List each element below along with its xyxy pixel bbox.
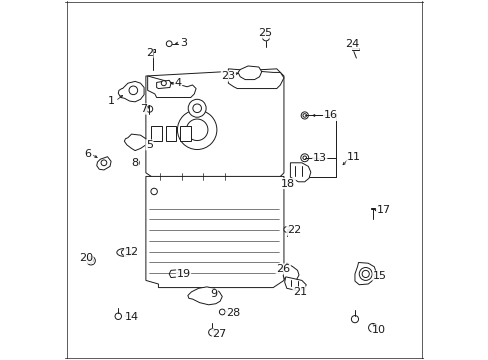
Circle shape <box>300 154 308 162</box>
Circle shape <box>121 249 127 255</box>
Circle shape <box>219 309 224 315</box>
Polygon shape <box>284 277 305 291</box>
Ellipse shape <box>117 248 132 256</box>
Text: 14: 14 <box>124 312 138 322</box>
Text: 24: 24 <box>344 40 359 49</box>
Text: 22: 22 <box>286 225 301 235</box>
Text: 21: 21 <box>292 287 306 297</box>
Polygon shape <box>169 270 180 278</box>
Circle shape <box>287 180 293 186</box>
Text: 11: 11 <box>346 152 360 162</box>
Polygon shape <box>228 69 284 89</box>
Circle shape <box>151 188 157 195</box>
Text: 23: 23 <box>221 71 235 81</box>
Polygon shape <box>238 66 261 80</box>
Text: 4: 4 <box>174 78 182 88</box>
Text: 2: 2 <box>145 48 153 58</box>
Text: 16: 16 <box>323 111 337 121</box>
Circle shape <box>303 114 306 117</box>
Text: 15: 15 <box>372 271 386 281</box>
Circle shape <box>166 41 172 46</box>
Circle shape <box>188 99 206 117</box>
Circle shape <box>262 34 269 41</box>
Circle shape <box>133 159 139 166</box>
Circle shape <box>192 104 201 113</box>
Circle shape <box>368 323 376 332</box>
Text: 13: 13 <box>312 153 326 163</box>
Circle shape <box>115 313 121 319</box>
Text: 17: 17 <box>376 206 390 216</box>
Text: 6: 6 <box>84 149 91 159</box>
Circle shape <box>186 119 207 140</box>
Text: 10: 10 <box>371 325 385 335</box>
Text: 28: 28 <box>225 309 240 318</box>
Text: 20: 20 <box>79 253 93 263</box>
Circle shape <box>303 156 306 159</box>
Circle shape <box>146 106 152 112</box>
Polygon shape <box>180 126 190 140</box>
Polygon shape <box>118 81 144 102</box>
Circle shape <box>362 270 368 278</box>
Circle shape <box>208 329 215 336</box>
Polygon shape <box>156 80 171 89</box>
Text: 9: 9 <box>210 289 217 299</box>
Circle shape <box>161 81 166 86</box>
Circle shape <box>89 258 93 263</box>
Circle shape <box>351 316 358 323</box>
Circle shape <box>129 86 137 95</box>
Text: 27: 27 <box>212 329 226 339</box>
Polygon shape <box>351 48 358 50</box>
Circle shape <box>101 160 106 166</box>
Polygon shape <box>124 134 145 150</box>
Polygon shape <box>97 157 111 170</box>
Text: 8: 8 <box>131 158 139 168</box>
Text: 3: 3 <box>180 38 186 48</box>
Polygon shape <box>283 263 298 282</box>
Text: 26: 26 <box>276 264 290 274</box>
Circle shape <box>177 110 217 149</box>
Text: 7: 7 <box>140 104 146 114</box>
Polygon shape <box>145 69 284 180</box>
Polygon shape <box>187 287 222 305</box>
Polygon shape <box>370 208 374 210</box>
Text: 5: 5 <box>146 140 153 150</box>
Text: 1: 1 <box>108 96 115 106</box>
Polygon shape <box>147 76 196 98</box>
Polygon shape <box>165 126 176 140</box>
Circle shape <box>86 256 95 265</box>
Polygon shape <box>145 176 284 288</box>
Circle shape <box>301 112 308 119</box>
Circle shape <box>284 226 289 232</box>
Polygon shape <box>290 163 310 182</box>
Text: 18: 18 <box>281 179 295 189</box>
Polygon shape <box>354 262 376 285</box>
Text: 12: 12 <box>124 247 138 257</box>
Polygon shape <box>151 126 162 140</box>
Circle shape <box>359 267 371 280</box>
Text: 25: 25 <box>258 28 272 38</box>
Polygon shape <box>151 49 155 51</box>
Text: 19: 19 <box>176 269 190 279</box>
